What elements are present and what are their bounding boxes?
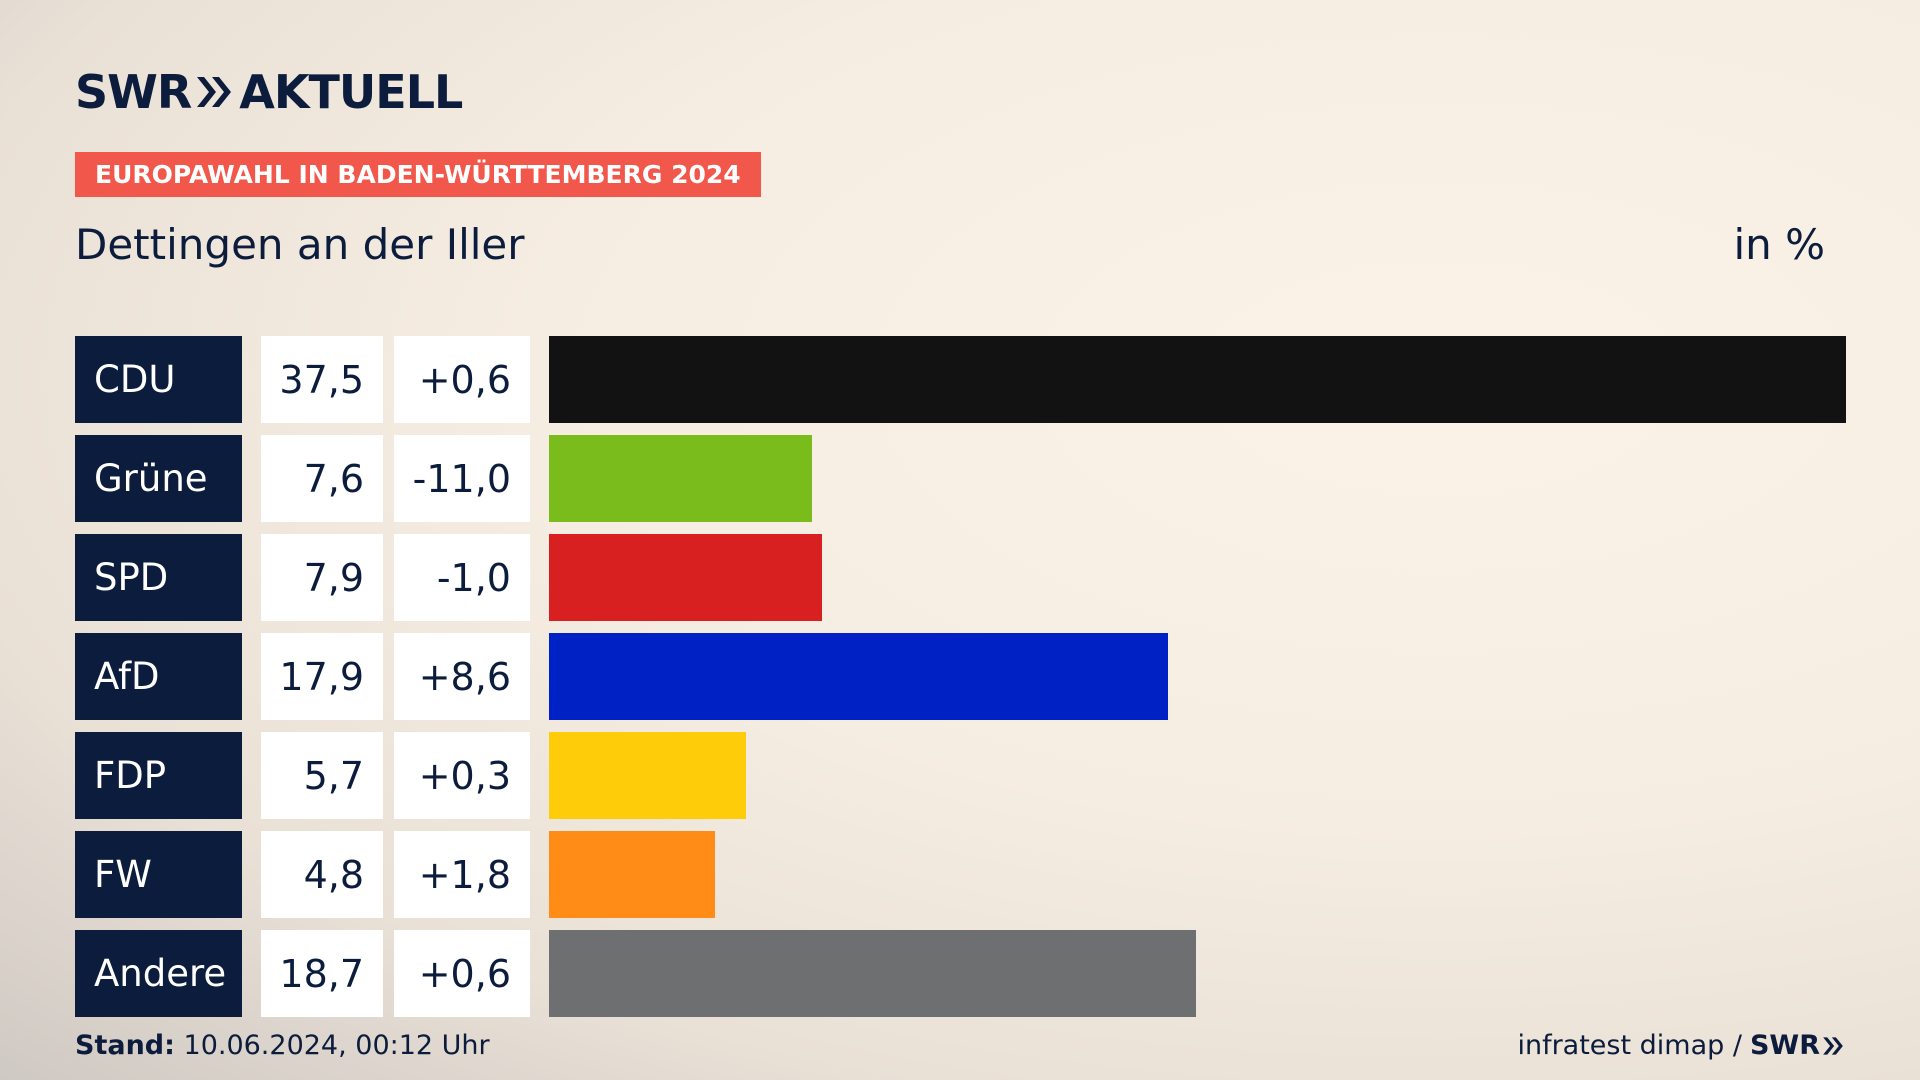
result-bar <box>549 831 715 918</box>
double-chevron-icon <box>195 75 233 109</box>
result-row: CDU 37,5 +0,6 <box>75 336 1846 423</box>
result-row: SPD 7,9 -1,0 <box>75 534 1846 621</box>
party-label: AfD <box>75 633 242 720</box>
vote-change: -1,0 <box>394 534 530 621</box>
double-chevron-small-icon <box>1823 1036 1843 1055</box>
vote-share: 37,5 <box>261 336 383 423</box>
party-label: CDU <box>75 336 242 423</box>
party-label: SPD <box>75 534 242 621</box>
vote-change: +0,6 <box>394 930 530 1017</box>
vote-change: +1,8 <box>394 831 530 918</box>
vote-change: +8,6 <box>394 633 530 720</box>
vote-share: 4,8 <box>261 831 383 918</box>
logo-swr-text: SWR <box>75 65 192 119</box>
source-credit: infratest dimap / SWR <box>1517 1030 1844 1061</box>
stand-value: 10.06.2024, 00:12 Uhr <box>183 1030 490 1061</box>
vote-change: +0,6 <box>394 336 530 423</box>
logo-aktuell-text: AKTUELL <box>239 65 463 119</box>
stand-timestamp: Stand: 10.06.2024, 00:12 Uhr <box>75 1030 490 1061</box>
vote-share: 7,6 <box>261 435 383 522</box>
result-bar <box>549 732 746 819</box>
vote-change: +0,3 <box>394 732 530 819</box>
result-row: FDP 5,7 +0,3 <box>75 732 1846 819</box>
result-row: AfD 17,9 +8,6 <box>75 633 1846 720</box>
swr-small-text: SWR <box>1749 1030 1820 1061</box>
vote-change: -11,0 <box>394 435 530 522</box>
result-bar <box>549 534 822 621</box>
swr-small-logo: SWR <box>1750 1030 1844 1061</box>
stand-label: Stand: <box>75 1030 175 1061</box>
result-bar <box>549 930 1196 1017</box>
party-label: Andere <box>75 930 242 1017</box>
result-row: FW 4,8 +1,8 <box>75 831 1846 918</box>
vote-share: 7,9 <box>261 534 383 621</box>
result-bar <box>549 633 1168 720</box>
election-tag: EUROPAWAHL IN BADEN-WÜRTTEMBERG 2024 <box>75 152 761 197</box>
vote-share: 18,7 <box>261 930 383 1017</box>
party-label: FW <box>75 831 242 918</box>
result-bar <box>549 435 812 522</box>
party-label: Grüne <box>75 435 242 522</box>
vote-share: 5,7 <box>261 732 383 819</box>
source-text: infratest dimap / <box>1517 1030 1742 1061</box>
result-row: Andere 18,7 +0,6 <box>75 930 1846 1017</box>
place-title: Dettingen an der Iller <box>75 220 525 269</box>
vote-share: 17,9 <box>261 633 383 720</box>
party-label: FDP <box>75 732 242 819</box>
swr-aktuell-logo: SWR AKTUELL <box>75 62 463 122</box>
unit-label: in % <box>1733 220 1825 269</box>
result-bar <box>549 336 1846 423</box>
result-row: Grüne 7,6 -11,0 <box>75 435 1846 522</box>
